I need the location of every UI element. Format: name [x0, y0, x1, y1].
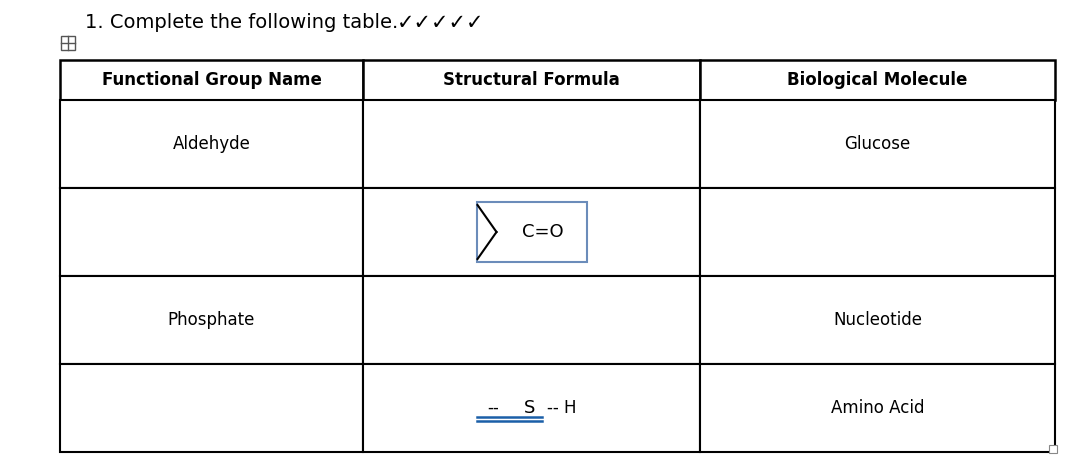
- Bar: [700, 364, 1055, 452]
- Text: --: --: [488, 399, 500, 417]
- Bar: [1049, 445, 1057, 453]
- Bar: [363, 60, 700, 100]
- Text: Structural Formula: Structural Formula: [443, 71, 620, 89]
- Bar: [700, 100, 1055, 188]
- Bar: [60, 188, 363, 276]
- Text: C=O: C=O: [521, 223, 563, 241]
- Bar: [700, 276, 1055, 364]
- Bar: [60, 60, 363, 100]
- Bar: [61, 36, 75, 50]
- Text: S: S: [523, 399, 535, 417]
- Text: Aldehyde: Aldehyde: [172, 135, 251, 153]
- Bar: [700, 188, 1055, 276]
- Bar: [363, 100, 700, 188]
- Bar: [363, 364, 700, 452]
- Bar: [363, 276, 700, 364]
- Text: 1. Complete the following table.: 1. Complete the following table.: [85, 13, 405, 32]
- Text: Functional Group Name: Functional Group Name: [101, 71, 321, 89]
- Bar: [60, 364, 363, 452]
- Text: Biological Molecule: Biological Molecule: [787, 71, 968, 89]
- Text: Phosphate: Phosphate: [168, 311, 255, 329]
- Bar: [476, 202, 587, 262]
- Text: -- H: -- H: [547, 399, 576, 417]
- Text: Amino Acid: Amino Acid: [830, 399, 924, 417]
- Bar: [60, 276, 363, 364]
- Bar: [700, 60, 1055, 100]
- Text: Glucose: Glucose: [844, 135, 911, 153]
- Bar: [363, 188, 700, 276]
- Text: Nucleotide: Nucleotide: [833, 311, 922, 329]
- Bar: [60, 100, 363, 188]
- Text: ✓✓✓✓✓: ✓✓✓✓✓: [397, 13, 485, 33]
